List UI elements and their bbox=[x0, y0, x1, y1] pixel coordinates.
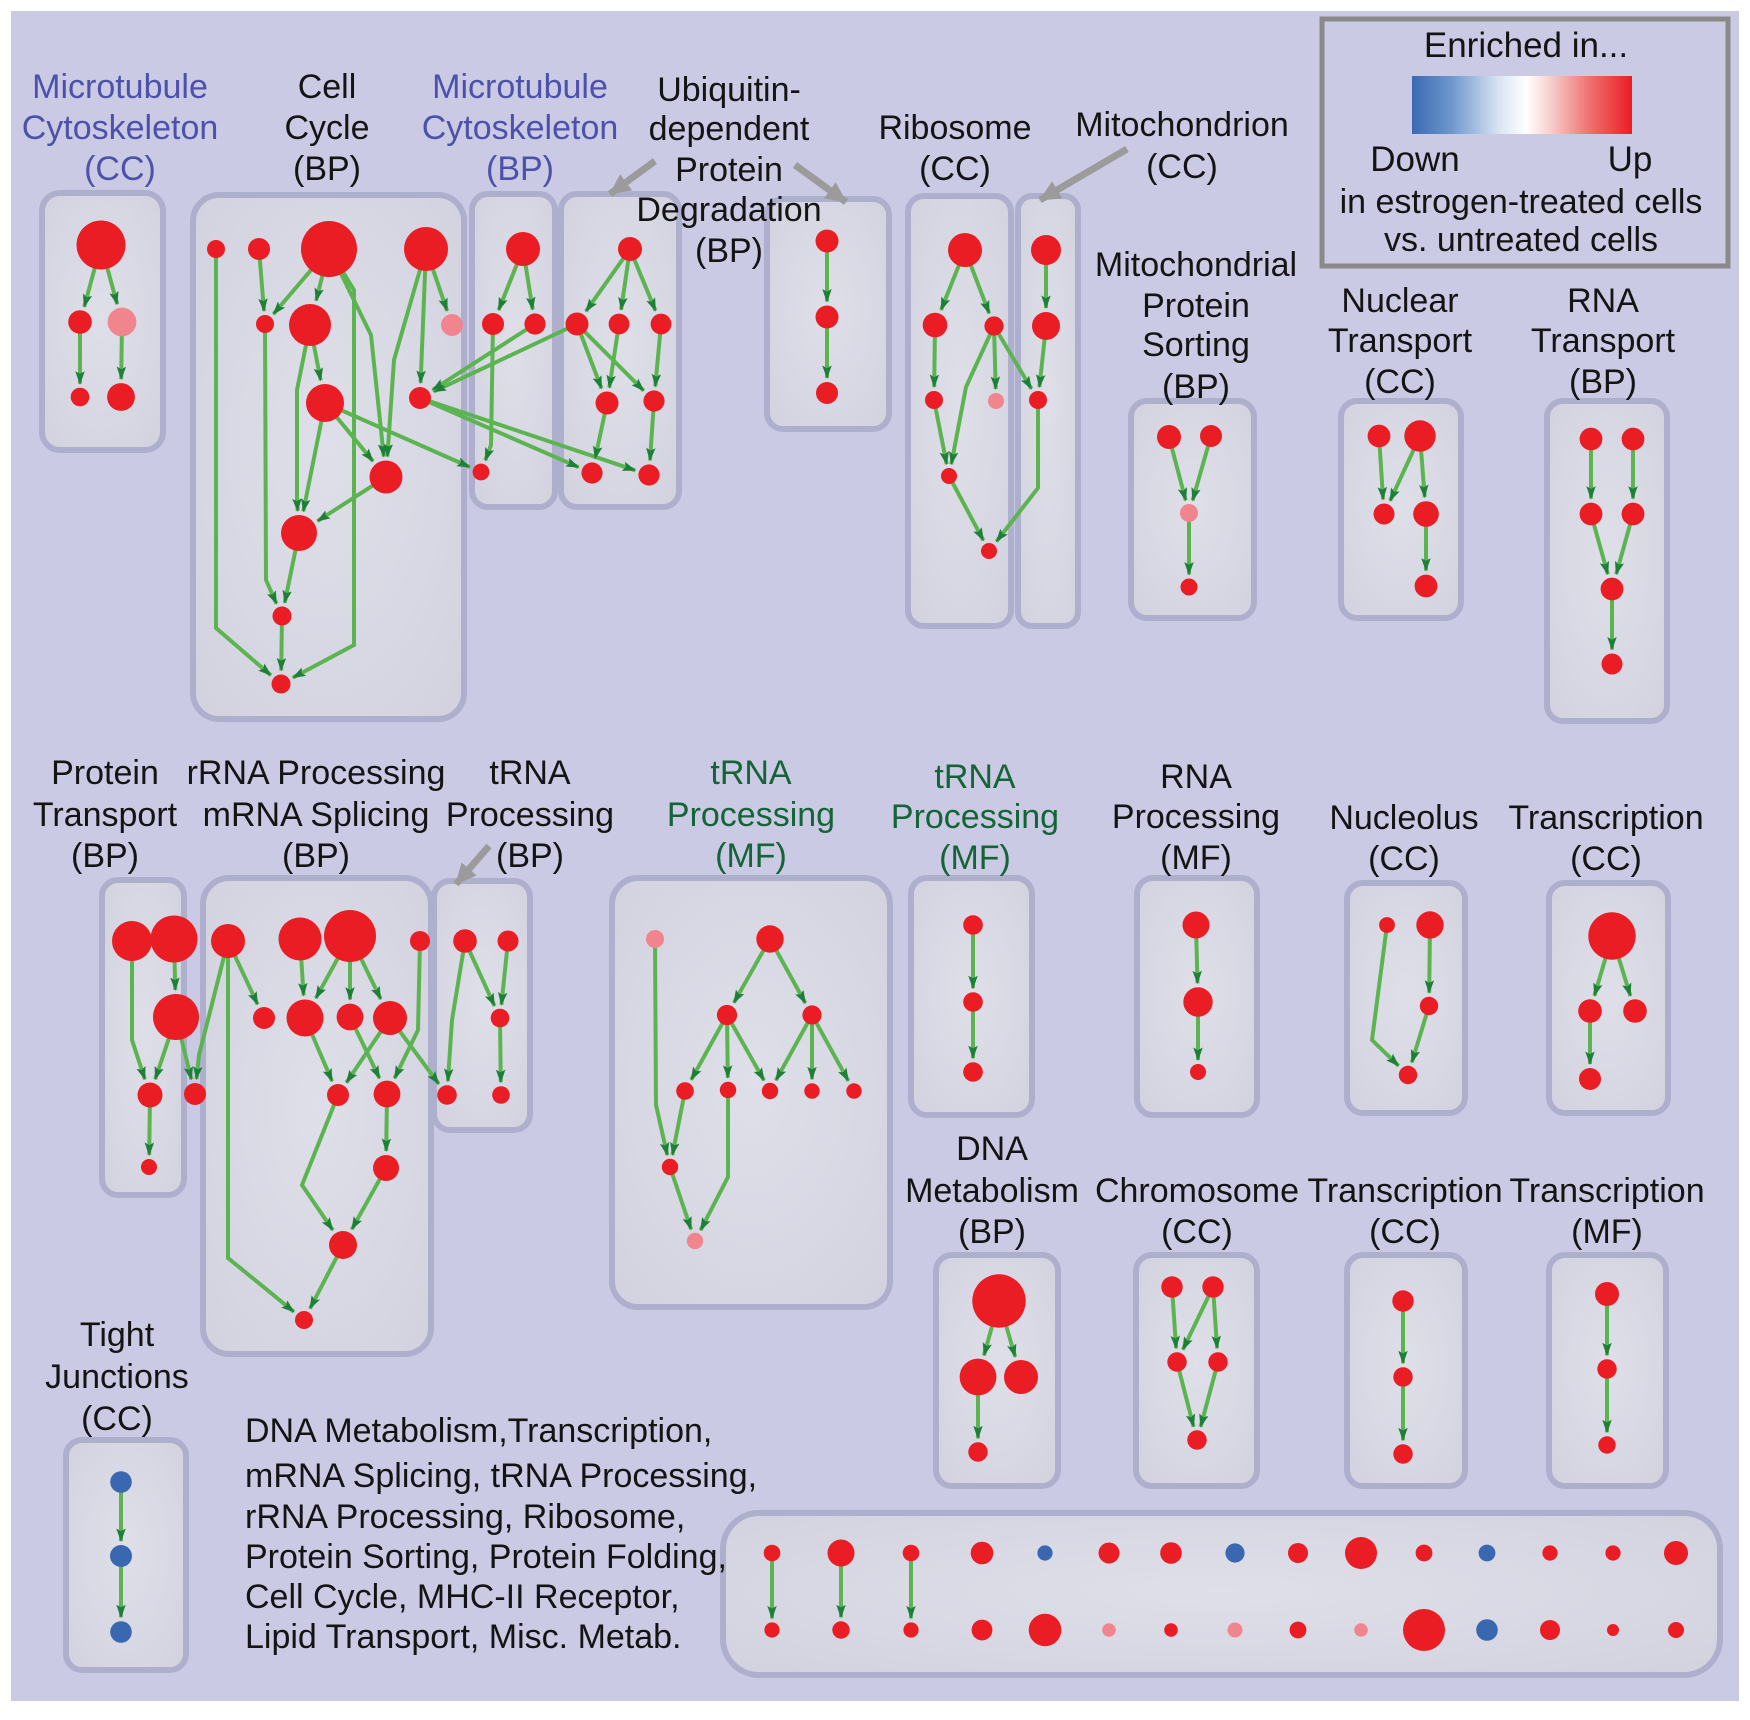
svg-text:Microtubule: Microtubule bbox=[32, 68, 208, 106]
svg-text:RNA: RNA bbox=[1567, 282, 1639, 320]
svg-text:Mitochondrial: Mitochondrial bbox=[1095, 246, 1297, 284]
svg-text:Processing: Processing bbox=[667, 796, 835, 834]
svg-text:Processing: Processing bbox=[446, 796, 614, 834]
svg-text:Protein Sorting, Protein Foldi: Protein Sorting, Protein Folding, bbox=[245, 1538, 727, 1576]
svg-text:Junctions: Junctions bbox=[45, 1358, 189, 1396]
svg-text:(CC): (CC) bbox=[1570, 840, 1642, 878]
svg-text:Cell: Cell bbox=[298, 68, 357, 106]
svg-text:(CC): (CC) bbox=[81, 1400, 153, 1438]
svg-text:Tight: Tight bbox=[80, 1316, 155, 1354]
svg-text:Metabolism: Metabolism bbox=[905, 1172, 1079, 1210]
svg-text:Transport: Transport bbox=[33, 796, 178, 834]
svg-text:in estrogen-treated cells: in estrogen-treated cells bbox=[1340, 183, 1703, 221]
svg-text:dependent: dependent bbox=[649, 110, 810, 148]
svg-text:(BP): (BP) bbox=[486, 150, 554, 188]
svg-text:(BP): (BP) bbox=[282, 837, 350, 875]
svg-text:Nuclear: Nuclear bbox=[1341, 282, 1458, 320]
svg-text:Up: Up bbox=[1608, 140, 1653, 179]
svg-text:Protein: Protein bbox=[1142, 287, 1250, 325]
svg-text:Mitochondrion: Mitochondrion bbox=[1075, 106, 1289, 144]
svg-text:Transcription: Transcription bbox=[1307, 1172, 1502, 1210]
svg-text:tRNA: tRNA bbox=[489, 754, 571, 792]
svg-text:Cytoskeleton: Cytoskeleton bbox=[422, 109, 619, 147]
svg-text:(MF): (MF) bbox=[715, 837, 787, 875]
svg-text:Lipid Transport, Misc. Metab.: Lipid Transport, Misc. Metab. bbox=[245, 1618, 682, 1656]
svg-text:DNA: DNA bbox=[956, 1130, 1028, 1168]
svg-text:Transcription: Transcription bbox=[1509, 1172, 1704, 1210]
svg-text:Enriched in...: Enriched in... bbox=[1424, 26, 1628, 65]
svg-text:Cycle: Cycle bbox=[284, 109, 369, 147]
svg-text:Transport: Transport bbox=[1328, 322, 1473, 360]
svg-text:Transport: Transport bbox=[1531, 322, 1676, 360]
svg-text:mRNA Splicing: mRNA Splicing bbox=[203, 796, 430, 834]
svg-text:(BP): (BP) bbox=[958, 1213, 1026, 1251]
svg-text:Processing: Processing bbox=[891, 798, 1059, 836]
svg-text:rRNA Processing: rRNA Processing bbox=[187, 754, 446, 792]
svg-text:Ribosome: Ribosome bbox=[878, 109, 1031, 147]
svg-text:(MF): (MF) bbox=[1571, 1213, 1643, 1251]
svg-text:Sorting: Sorting bbox=[1142, 326, 1250, 364]
svg-text:(BP): (BP) bbox=[1569, 363, 1637, 401]
svg-text:Chromosome: Chromosome bbox=[1095, 1172, 1299, 1210]
svg-text:(BP): (BP) bbox=[293, 150, 361, 188]
svg-text:Protein: Protein bbox=[51, 754, 159, 792]
svg-text:Down: Down bbox=[1370, 140, 1459, 179]
svg-text:rRNA Processing, Ribosome,: rRNA Processing, Ribosome, bbox=[245, 1498, 685, 1536]
svg-text:(BP): (BP) bbox=[496, 837, 564, 875]
svg-text:Nucleolus: Nucleolus bbox=[1329, 799, 1478, 837]
svg-text:tRNA: tRNA bbox=[934, 758, 1016, 796]
svg-text:(CC): (CC) bbox=[1368, 840, 1440, 878]
svg-text:Degradation: Degradation bbox=[636, 191, 821, 229]
svg-text:Transcription: Transcription bbox=[1508, 799, 1703, 837]
svg-text:Microtubule: Microtubule bbox=[432, 68, 608, 106]
svg-text:(CC): (CC) bbox=[919, 150, 991, 188]
svg-text:RNA: RNA bbox=[1160, 758, 1232, 796]
svg-text:tRNA: tRNA bbox=[710, 754, 792, 792]
svg-text:Cell Cycle, MHC-II Receptor,: Cell Cycle, MHC-II Receptor, bbox=[245, 1578, 680, 1616]
svg-text:vs. untreated cells: vs. untreated cells bbox=[1384, 221, 1658, 259]
svg-text:(CC): (CC) bbox=[1364, 363, 1436, 401]
svg-text:DNA Metabolism,Transcription,: DNA Metabolism,Transcription, bbox=[245, 1412, 712, 1450]
svg-text:Protein: Protein bbox=[675, 151, 783, 189]
svg-text:Ubiquitin-: Ubiquitin- bbox=[657, 71, 801, 109]
svg-text:(BP): (BP) bbox=[71, 837, 139, 875]
svg-text:(CC): (CC) bbox=[1369, 1213, 1441, 1251]
svg-text:(CC): (CC) bbox=[1161, 1213, 1233, 1251]
svg-text:(MF): (MF) bbox=[939, 839, 1011, 877]
svg-text:(CC): (CC) bbox=[84, 150, 156, 188]
svg-text:mRNA Splicing, tRNA Processing: mRNA Splicing, tRNA Processing, bbox=[245, 1457, 757, 1495]
svg-text:(CC): (CC) bbox=[1146, 148, 1218, 186]
svg-text:Cytoskeleton: Cytoskeleton bbox=[22, 109, 219, 147]
svg-text:(MF): (MF) bbox=[1160, 839, 1232, 877]
svg-text:(BP): (BP) bbox=[1162, 368, 1230, 406]
svg-text:Processing: Processing bbox=[1112, 798, 1280, 836]
svg-text:(BP): (BP) bbox=[695, 232, 763, 270]
